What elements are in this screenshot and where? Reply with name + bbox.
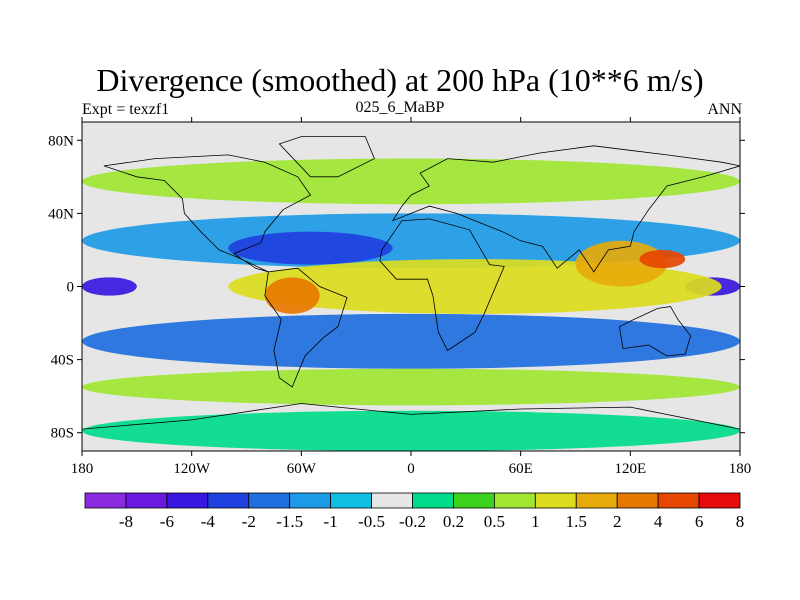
x-tick-label: 180 bbox=[729, 461, 752, 477]
region-0 bbox=[82, 158, 740, 205]
region-7 bbox=[639, 249, 686, 269]
colorbar-label: -4 bbox=[201, 512, 216, 531]
y-tick-label: 40S bbox=[51, 353, 74, 369]
colorbar-box bbox=[453, 492, 495, 509]
colorbar-box bbox=[657, 492, 700, 509]
colorbar-box bbox=[575, 492, 618, 509]
region-10 bbox=[82, 368, 740, 406]
x-tick-label: 60W bbox=[287, 461, 317, 477]
y-tick-label: 0 bbox=[67, 280, 75, 296]
colorbar-label: -1 bbox=[324, 512, 338, 531]
region-6 bbox=[575, 240, 667, 287]
axes-layer: 180 120W 60W 0 60E 120E 180 80N 40N 0 40S 80S bbox=[48, 117, 751, 477]
y-tick-label: 40N bbox=[48, 206, 74, 222]
colorbar-label: -1.5 bbox=[276, 512, 303, 531]
colorbar-label: -0.5 bbox=[358, 512, 385, 531]
coastline-3 bbox=[391, 145, 740, 273]
colorbar-label: 1 bbox=[531, 512, 540, 531]
coastline-0 bbox=[103, 154, 312, 273]
colorbar-box bbox=[248, 492, 291, 509]
x-tick-label: 60E bbox=[509, 461, 533, 477]
colorbar-box bbox=[207, 492, 250, 509]
colorbar-box bbox=[330, 492, 372, 509]
colorbar-box bbox=[493, 492, 536, 509]
coastline-1 bbox=[264, 267, 348, 388]
colorbar-label: 8 bbox=[736, 512, 745, 531]
x-tick-label: 120E bbox=[614, 461, 646, 477]
colorbar-box bbox=[84, 492, 127, 509]
colorbar-box bbox=[698, 492, 741, 509]
coastline-4 bbox=[618, 306, 692, 357]
colorbar-label: 6 bbox=[695, 512, 704, 531]
colorbar-label: 4 bbox=[654, 512, 663, 531]
y-tick-label: 80S bbox=[51, 426, 74, 442]
colorbar-label: -8 bbox=[119, 512, 133, 531]
chart-subtitle-center: 025_6_MaBP bbox=[355, 99, 445, 116]
coastline-2 bbox=[379, 218, 505, 352]
colorbar-label: 0.5 bbox=[484, 512, 505, 531]
chart-subtitle-right: ANN bbox=[707, 101, 742, 118]
y-tick-label: 80N bbox=[48, 133, 74, 149]
colorbar-box bbox=[289, 492, 332, 509]
chart-title: Divergence (smoothed) at 200 hPa (10**6 … bbox=[96, 62, 704, 98]
coastline-5 bbox=[82, 403, 740, 451]
map-fill-layer bbox=[82, 122, 740, 451]
region-9 bbox=[82, 313, 740, 369]
coastline-layer bbox=[82, 136, 740, 451]
colorbar-box bbox=[371, 492, 413, 509]
region-11 bbox=[82, 410, 740, 451]
region-2 bbox=[228, 231, 393, 265]
region-8 bbox=[264, 277, 320, 314]
colorbar-box bbox=[125, 492, 168, 509]
colorbar-box bbox=[166, 492, 209, 509]
x-tick-label: 120W bbox=[173, 461, 211, 477]
colorbar-box bbox=[412, 492, 454, 509]
colorbar-label: -0.2 bbox=[399, 512, 426, 531]
coastline-6 bbox=[278, 136, 375, 178]
colorbar-label: -2 bbox=[242, 512, 256, 531]
x-tick-label: 0 bbox=[407, 461, 415, 477]
colorbar-box bbox=[534, 492, 577, 509]
colorbar-box bbox=[616, 492, 659, 509]
colorbar-label: 1.5 bbox=[566, 512, 587, 531]
colorbar-label: 2 bbox=[613, 512, 622, 531]
colorbar: -8 -6 -4 -2 -1.5 -1 -0.5 -0.2 0.2 0.5 1 1.5 2 4 6 8 bbox=[84, 492, 745, 531]
colorbar-label: 0.2 bbox=[443, 512, 464, 531]
colorbar-label: -6 bbox=[160, 512, 174, 531]
region-4 bbox=[82, 277, 137, 296]
chart-subtitle-left: Expt = texzf1 bbox=[82, 101, 170, 118]
x-tick-label: 180 bbox=[71, 461, 94, 477]
